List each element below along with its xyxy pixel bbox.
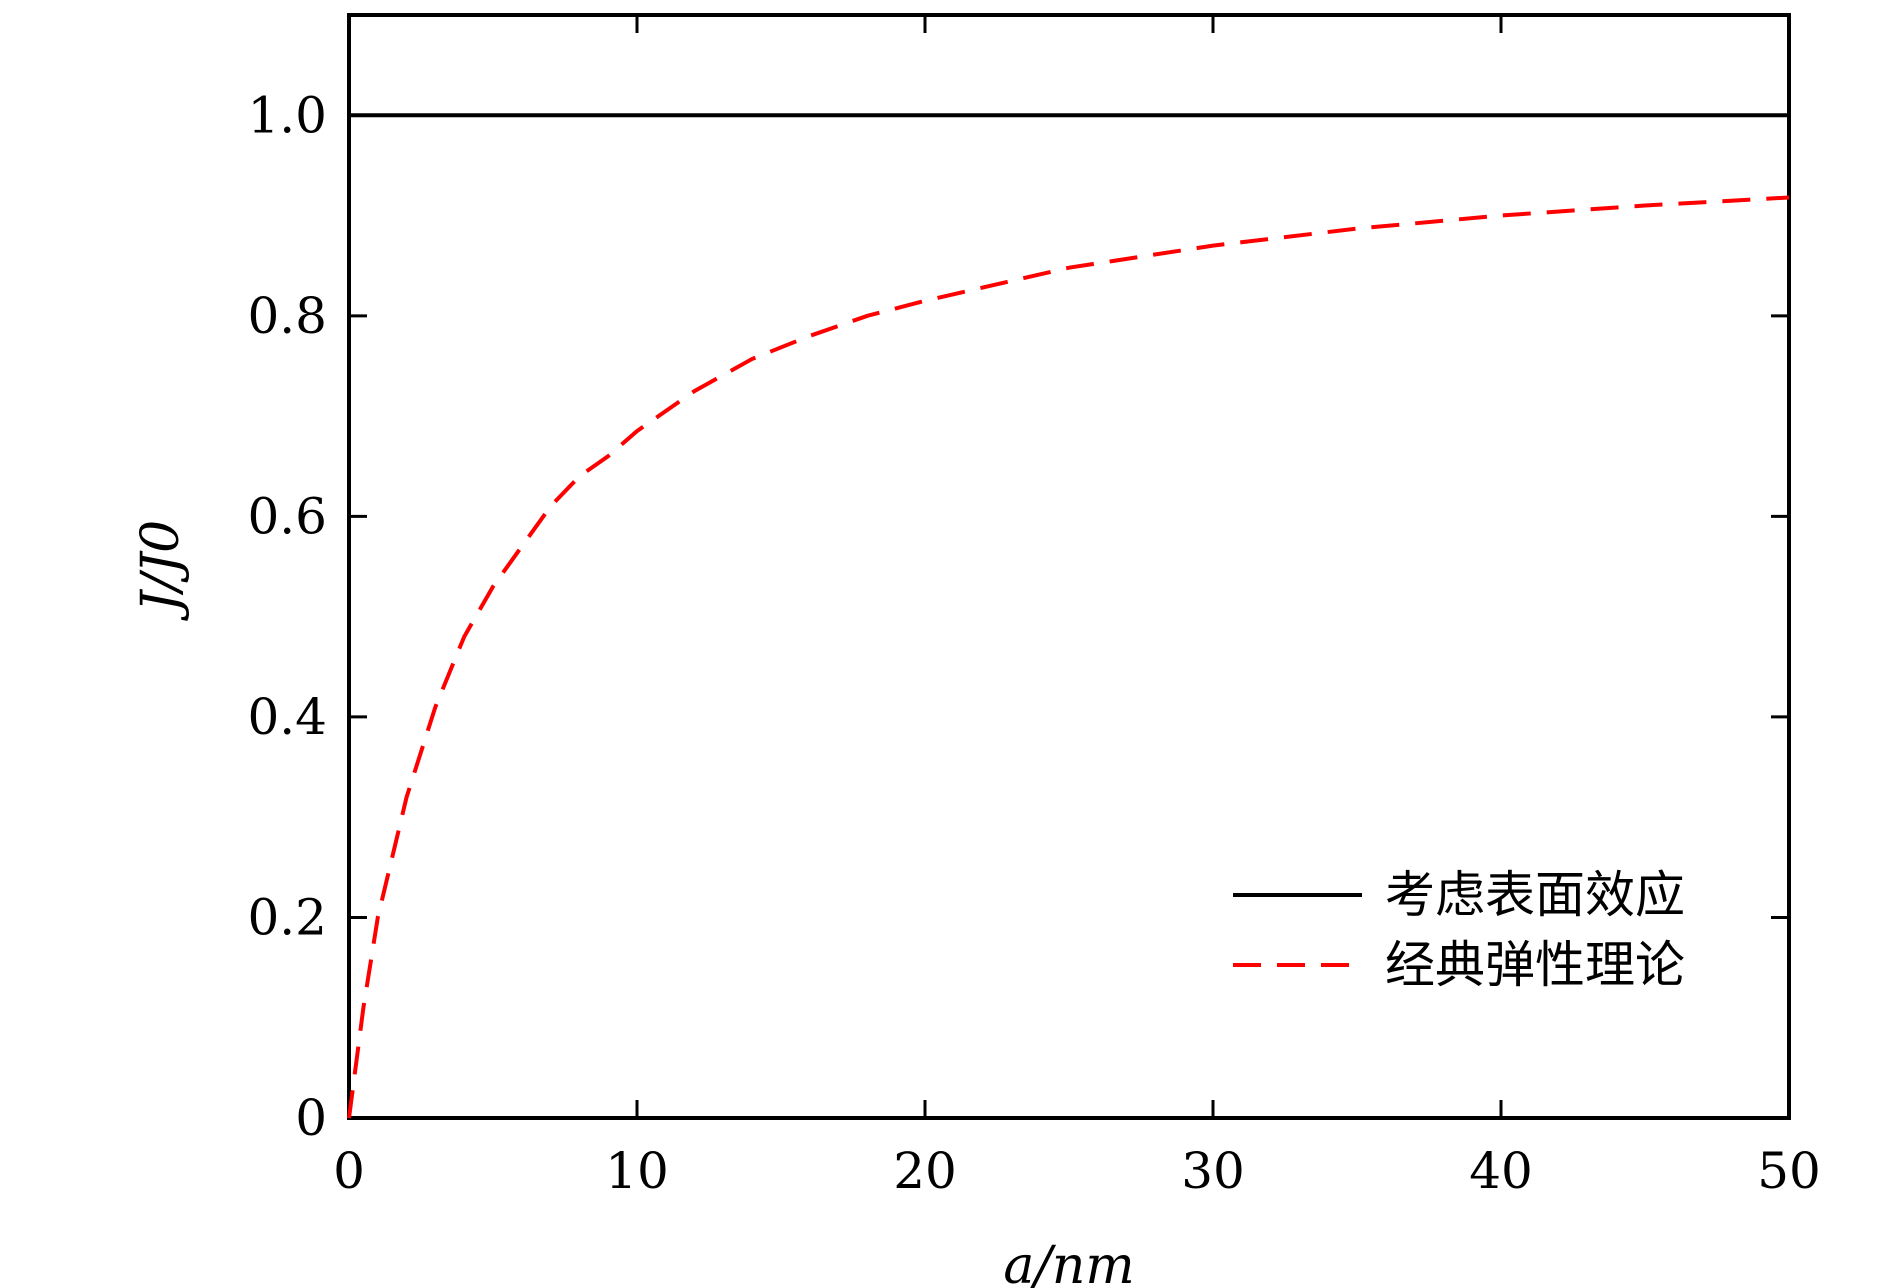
- y-tick-label: 0.4: [247, 688, 327, 746]
- plot-frame: [347, 13, 1791, 1120]
- x-axis-label: a/nm: [1003, 1236, 1134, 1288]
- legend-label-classical: 经典弹性理论: [1385, 936, 1685, 994]
- x-axis-ticks: 0 10 20 30 40 50: [333, 15, 1821, 1200]
- y-tick-label: 0.6: [247, 487, 327, 545]
- series-layer: [347, 113, 1790, 1119]
- y-tick-label: 0: [295, 1089, 327, 1147]
- legend-label-surface: 考虑表面效应: [1385, 866, 1685, 924]
- y-axis-ticks: 0 0.2 0.4 0.6 0.8 1.0: [247, 86, 1789, 1147]
- y-tick-label: 1.0: [247, 86, 327, 144]
- legend: 考虑表面效应 经典弹性理论: [1233, 866, 1685, 994]
- x-tick-label: 0: [333, 1142, 365, 1200]
- x-tick-label: 10: [605, 1142, 669, 1200]
- x-tick-label: 50: [1757, 1142, 1821, 1200]
- y-tick-label: 0.2: [247, 888, 327, 946]
- x-tick-label: 40: [1469, 1142, 1533, 1200]
- x-tick-label: 30: [1181, 1142, 1245, 1200]
- y-tick-label: 0.8: [247, 287, 327, 345]
- series-line-classical-elasticity: [347, 195, 1790, 1119]
- y-axis-label: J/J0: [131, 520, 191, 621]
- x-tick-label: 20: [893, 1142, 957, 1200]
